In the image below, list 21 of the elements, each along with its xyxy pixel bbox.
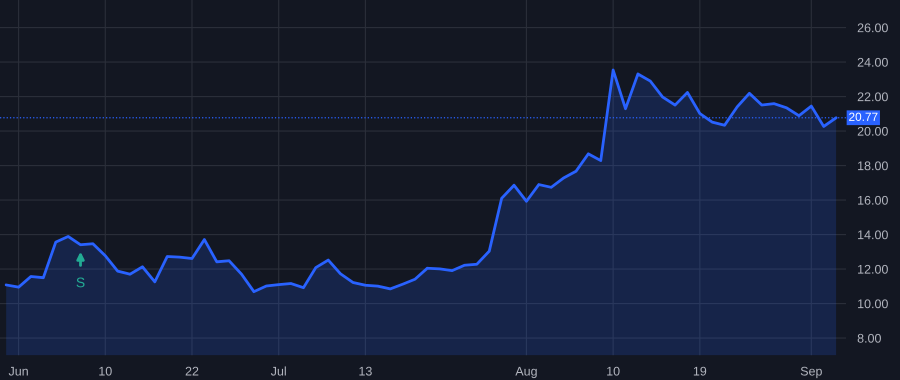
y-tick-label: 8.00 [858, 334, 881, 343]
annotation: S [76, 278, 85, 288]
y-tick-label: 24.00 [858, 58, 888, 67]
y-tick-label: 16.00 [858, 196, 888, 205]
x-tick-label: Jul [270, 366, 286, 376]
x-tick-label: Aug [515, 366, 537, 378]
y-tick-label: 10.00 [858, 299, 888, 308]
y-tick-label: 22.00 [858, 92, 888, 102]
y-tick-label: 12.00 [858, 264, 888, 274]
x-tick-label: 13 [359, 366, 372, 376]
x-tick-label: 22 [186, 366, 198, 376]
x-tick-label: 19 [694, 366, 706, 376]
x-tick-label: Jun [8, 366, 28, 376]
y-tick-label: 18.00 [858, 161, 888, 170]
ref-line-label: 20.77 [849, 112, 878, 121]
x-tick-label: Sep [800, 366, 822, 378]
y-tick-label: 20.00 [858, 126, 888, 136]
y-tick-label: 14.00 [858, 230, 888, 240]
x-tick-label: 10 [607, 366, 620, 376]
x-tick-label: 10 [99, 366, 112, 376]
y-tick-label: 26.00 [858, 23, 888, 32]
